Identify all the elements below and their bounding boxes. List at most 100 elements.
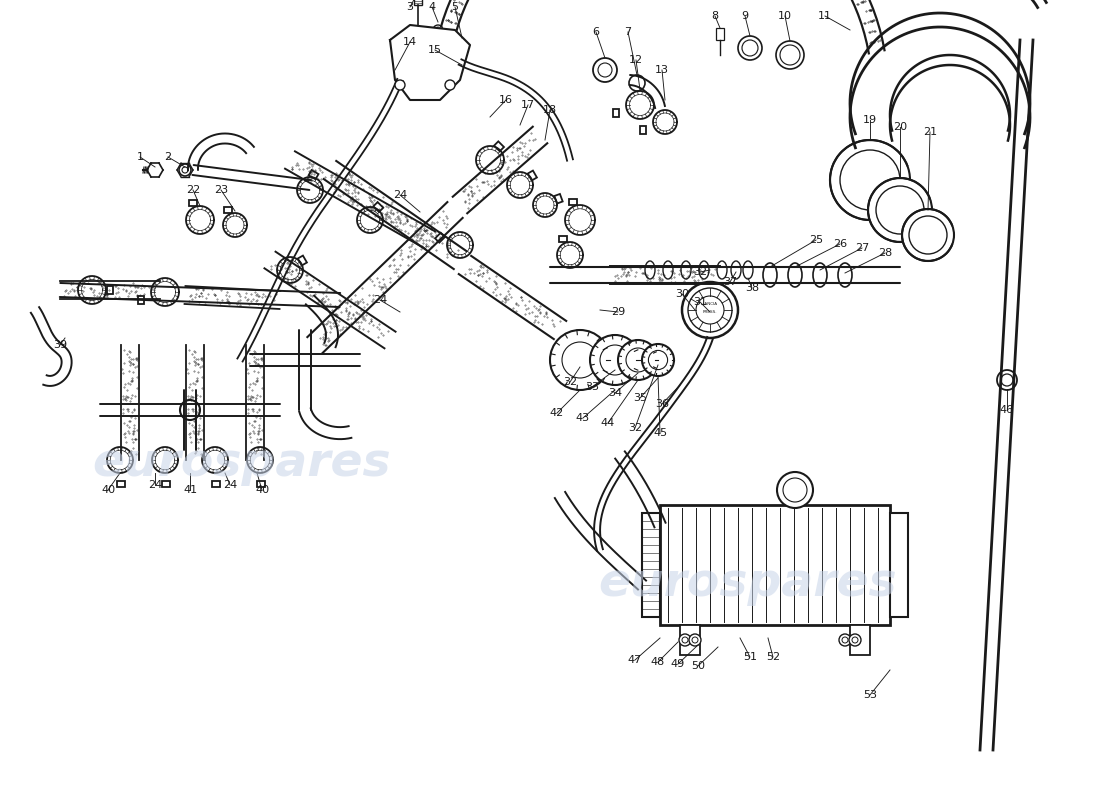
Circle shape bbox=[648, 350, 668, 370]
Text: 33: 33 bbox=[585, 382, 600, 392]
Text: eurospares: eurospares bbox=[598, 562, 898, 606]
Text: 42: 42 bbox=[550, 408, 564, 418]
Text: 3: 3 bbox=[407, 2, 414, 12]
Bar bbox=[414, 0, 422, 5]
Text: 24: 24 bbox=[147, 480, 162, 490]
Circle shape bbox=[842, 637, 848, 643]
Text: 2: 2 bbox=[164, 152, 172, 162]
Text: 27: 27 bbox=[855, 243, 869, 253]
Circle shape bbox=[598, 63, 612, 77]
Text: 53: 53 bbox=[864, 690, 877, 700]
Circle shape bbox=[876, 186, 924, 234]
Bar bbox=[298, 255, 307, 266]
Bar bbox=[528, 170, 537, 181]
Circle shape bbox=[562, 342, 598, 378]
Bar bbox=[189, 200, 197, 206]
Ellipse shape bbox=[681, 261, 691, 279]
Text: 50: 50 bbox=[691, 661, 705, 671]
Text: 14: 14 bbox=[403, 37, 417, 47]
Text: 46: 46 bbox=[1000, 405, 1014, 415]
Bar bbox=[117, 481, 125, 487]
Text: 13: 13 bbox=[654, 65, 669, 75]
Circle shape bbox=[446, 80, 455, 90]
Text: 9: 9 bbox=[741, 11, 749, 21]
Text: 24: 24 bbox=[373, 295, 387, 305]
Bar bbox=[257, 481, 265, 487]
Text: 30: 30 bbox=[675, 289, 689, 299]
Text: 41: 41 bbox=[183, 485, 197, 495]
Ellipse shape bbox=[717, 261, 727, 279]
Ellipse shape bbox=[663, 261, 673, 279]
Text: 48: 48 bbox=[651, 657, 666, 667]
Text: 8: 8 bbox=[712, 11, 718, 21]
Text: 37: 37 bbox=[723, 277, 737, 287]
Text: 32: 32 bbox=[693, 267, 707, 277]
Bar bbox=[309, 170, 319, 179]
Circle shape bbox=[626, 348, 650, 372]
Circle shape bbox=[997, 370, 1018, 390]
Circle shape bbox=[395, 80, 405, 90]
Circle shape bbox=[849, 634, 861, 646]
Ellipse shape bbox=[838, 263, 853, 287]
Text: 18: 18 bbox=[543, 105, 557, 115]
Text: 15: 15 bbox=[428, 45, 442, 55]
Text: 43: 43 bbox=[576, 413, 590, 423]
Text: 17: 17 bbox=[521, 100, 535, 110]
Circle shape bbox=[902, 209, 954, 261]
Bar bbox=[162, 481, 170, 487]
Bar bbox=[642, 513, 660, 617]
Circle shape bbox=[682, 637, 688, 643]
Text: 21: 21 bbox=[923, 127, 937, 137]
Text: 38: 38 bbox=[745, 283, 759, 293]
Ellipse shape bbox=[698, 261, 710, 279]
Text: 36: 36 bbox=[654, 399, 669, 409]
Text: 32: 32 bbox=[628, 423, 642, 433]
Text: 19: 19 bbox=[862, 115, 877, 125]
Text: 28: 28 bbox=[878, 248, 892, 258]
Circle shape bbox=[679, 634, 691, 646]
Bar bbox=[569, 199, 578, 205]
Bar bbox=[660, 505, 890, 625]
Bar bbox=[554, 194, 563, 203]
Text: 52: 52 bbox=[766, 652, 780, 662]
Text: eurospares: eurospares bbox=[92, 442, 392, 486]
Text: 5: 5 bbox=[451, 2, 459, 12]
Text: 20: 20 bbox=[893, 122, 907, 132]
Bar bbox=[494, 142, 504, 151]
Text: 49: 49 bbox=[671, 659, 685, 669]
Bar bbox=[224, 207, 232, 213]
Circle shape bbox=[600, 345, 630, 375]
Ellipse shape bbox=[645, 261, 654, 279]
Bar bbox=[373, 202, 383, 212]
Circle shape bbox=[780, 45, 800, 65]
Circle shape bbox=[642, 344, 674, 376]
Circle shape bbox=[692, 637, 698, 643]
Circle shape bbox=[456, 40, 468, 50]
Circle shape bbox=[593, 58, 617, 82]
Circle shape bbox=[742, 40, 758, 56]
Text: 1: 1 bbox=[136, 152, 143, 162]
Circle shape bbox=[688, 288, 732, 332]
Circle shape bbox=[689, 634, 701, 646]
Text: 4: 4 bbox=[428, 2, 436, 12]
Circle shape bbox=[629, 75, 645, 91]
Bar bbox=[613, 109, 619, 117]
Circle shape bbox=[682, 282, 738, 338]
Circle shape bbox=[777, 472, 813, 508]
Bar bbox=[436, 233, 446, 242]
Text: 40: 40 bbox=[101, 485, 116, 495]
Polygon shape bbox=[390, 25, 470, 100]
Text: 24: 24 bbox=[393, 190, 407, 200]
Ellipse shape bbox=[788, 263, 802, 287]
Circle shape bbox=[182, 167, 188, 173]
Circle shape bbox=[433, 25, 443, 35]
Bar bbox=[559, 236, 566, 242]
Text: LANCIA: LANCIA bbox=[703, 302, 717, 306]
Text: 26: 26 bbox=[833, 239, 847, 249]
Text: 7: 7 bbox=[625, 27, 631, 37]
Text: 10: 10 bbox=[778, 11, 792, 21]
Bar bbox=[716, 28, 724, 40]
Text: 39: 39 bbox=[53, 340, 67, 350]
Text: 29: 29 bbox=[610, 307, 625, 317]
Bar bbox=[212, 481, 220, 487]
